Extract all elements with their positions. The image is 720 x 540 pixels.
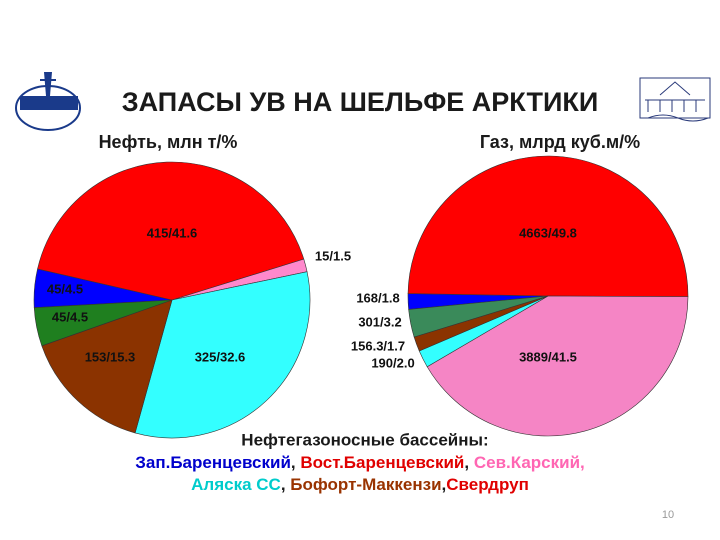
- pie-slice: [408, 295, 549, 338]
- legend-separator: ,: [580, 453, 585, 472]
- data-label: 168/1.8: [356, 290, 399, 305]
- data-label: 415/41.6: [147, 225, 198, 240]
- legend-separator: ,: [442, 475, 447, 494]
- pie-slice: [407, 155, 689, 297]
- legend-entry: Зап.Баренцевский: [135, 453, 291, 472]
- pie-slice: [41, 299, 173, 434]
- pie-slice: [134, 271, 311, 439]
- pie-slice: [33, 299, 173, 347]
- page-number: 10: [662, 509, 674, 521]
- legend-entry: Вост.Баренцевский: [300, 453, 464, 472]
- data-label: 156.3/1.7: [351, 338, 405, 353]
- data-label: 153/15.3: [85, 349, 136, 364]
- data-label: 15/1.5: [315, 248, 351, 263]
- chart-title: Нефть, млн т/%: [99, 132, 238, 152]
- pie-slice: [37, 161, 305, 301]
- legend-entry: Сев.Карский: [474, 453, 580, 472]
- data-label: 4663/49.8: [519, 225, 577, 240]
- data-label: 325/32.6: [195, 349, 246, 364]
- legend-entry: Аляска СС: [191, 475, 281, 494]
- legend-entry: Бофорт-Маккензи: [290, 475, 441, 494]
- legend-line: Аляска СС, Бофорт-Маккензи,Свердруп: [191, 475, 529, 494]
- chart-title: Газ, млрд куб.м/%: [480, 132, 640, 152]
- logo-right: [639, 77, 711, 122]
- legend-separator: ,: [291, 453, 300, 472]
- legend-separator: ,: [464, 453, 473, 472]
- logo-left: [15, 72, 81, 131]
- slide-title: ЗАПАСЫ УВ НА ШЕЛЬФЕ АРКТИКИ: [122, 87, 599, 117]
- legend-separator: ,: [281, 475, 290, 494]
- legend-entry: Свердруп: [446, 475, 529, 494]
- data-label: 190/2.0: [371, 355, 414, 370]
- pie-slice: [426, 295, 689, 437]
- data-label: 45/4.5: [52, 309, 88, 324]
- data-label: 301/3.2: [358, 314, 401, 329]
- data-label: 3889/41.5: [519, 349, 577, 364]
- legend-title: Нефтегазоносные бассейны:: [241, 430, 488, 449]
- data-label: 45/4.5: [47, 281, 83, 296]
- legend-line: Зап.Баренцевский, Вост.Баренцевский, Сев…: [135, 453, 585, 472]
